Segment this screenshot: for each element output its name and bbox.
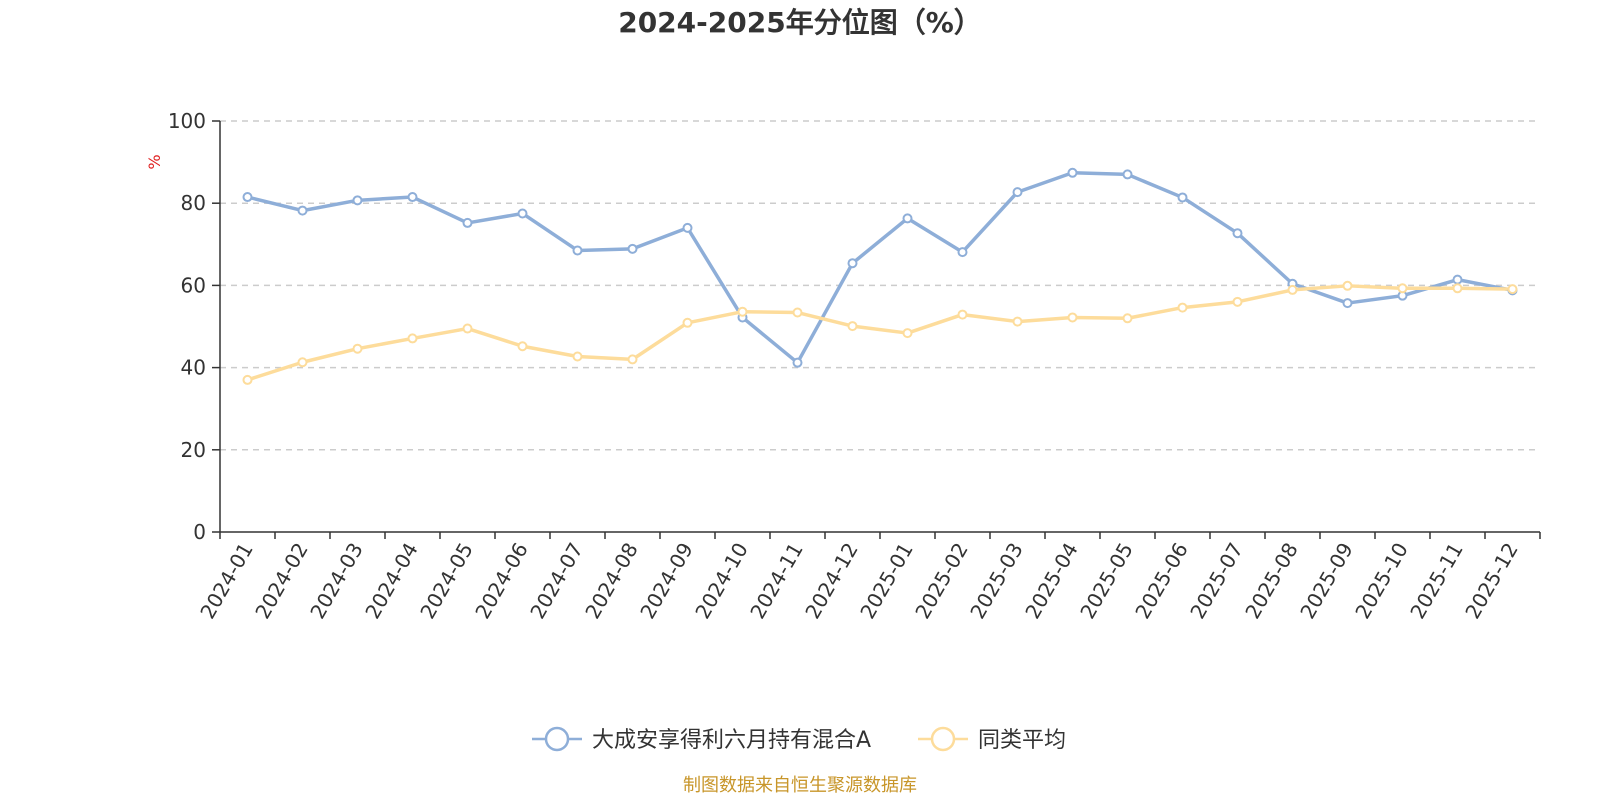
data-point-1 — [1342, 280, 1353, 291]
x-tick-label: 2024-02 — [250, 539, 313, 623]
axes — [219, 121, 1540, 533]
legend-marker-1 — [930, 726, 956, 752]
x-tick-label: 2024-04 — [360, 539, 423, 623]
x-axis-ticks: 2024-012024-022024-032024-042024-052024-… — [195, 532, 1541, 623]
x-tick-label: 2024-09 — [635, 539, 698, 623]
y-tick-label: 40 — [181, 356, 206, 380]
data-point-1 — [352, 343, 363, 354]
x-tick-label: 2024-06 — [470, 539, 533, 623]
data-point-1 — [462, 323, 473, 334]
x-tick-label: 2024-07 — [525, 539, 588, 623]
data-point-0 — [682, 222, 693, 233]
x-tick-label: 2024-08 — [580, 539, 643, 623]
x-tick-label: 2025-08 — [1240, 539, 1303, 623]
y-tick-label: 20 — [181, 438, 206, 462]
x-tick-label: 2025-11 — [1405, 539, 1468, 623]
data-point-1 — [1452, 283, 1463, 294]
data-point-1 — [627, 354, 638, 365]
y-axis-unit-label: % — [145, 154, 164, 169]
legend-marker-0 — [544, 726, 570, 752]
data-point-0 — [297, 205, 308, 216]
x-tick-label: 2024-12 — [800, 539, 863, 623]
data-point-1 — [792, 307, 803, 318]
data-point-0 — [627, 243, 638, 254]
data-point-1 — [737, 306, 748, 317]
data-point-0 — [462, 217, 473, 228]
y-tick-label: 0 — [193, 520, 206, 544]
data-point-0 — [352, 195, 363, 206]
x-tick-label: 2025-07 — [1185, 539, 1248, 623]
y-tick-label: 60 — [181, 273, 206, 297]
y-axis-ticks: 0 20 40 60 80 100 — [168, 109, 220, 544]
y-tick-label: 100 — [168, 109, 206, 133]
data-point-0 — [902, 213, 913, 224]
x-tick-label: 2024-10 — [690, 539, 753, 623]
y-tick-label: 80 — [181, 191, 206, 215]
x-tick-label: 2025-03 — [965, 539, 1028, 623]
data-point-1 — [682, 317, 693, 328]
data-point-1 — [1397, 283, 1408, 294]
x-tick-label: 2025-09 — [1295, 539, 1358, 623]
data-point-1 — [957, 309, 968, 320]
legend-label-1: 同类平均 — [978, 728, 1066, 753]
data-point-0 — [1342, 298, 1353, 309]
x-tick-label: 2025-12 — [1460, 539, 1523, 623]
data-point-1 — [1012, 316, 1023, 327]
data-point-1 — [1177, 302, 1188, 313]
data-point-0 — [1452, 274, 1463, 285]
data-point-1 — [1287, 284, 1298, 295]
series-line-1 — [246, 284, 1513, 382]
data-point-0 — [407, 192, 418, 203]
data-point-0 — [517, 208, 528, 219]
data-point-1 — [572, 351, 583, 362]
x-tick-label: 2024-11 — [745, 539, 808, 623]
data-point-0 — [1012, 187, 1023, 198]
chart-title: 2024-2025年分位图（%） — [618, 6, 982, 39]
x-tick-label: 2024-01 — [195, 539, 258, 623]
grid-lines — [220, 120, 1540, 451]
data-point-0 — [1232, 228, 1243, 239]
data-point-0 — [1122, 169, 1133, 180]
data-point-1 — [242, 374, 253, 385]
data-point-0 — [242, 192, 253, 203]
data-point-0 — [1177, 192, 1188, 203]
series-group — [242, 167, 1518, 385]
x-tick-label: 2025-01 — [855, 539, 918, 623]
x-tick-label: 2024-05 — [415, 539, 478, 623]
data-point-0 — [572, 245, 583, 256]
x-tick-label: 2025-06 — [1130, 539, 1193, 623]
data-point-1 — [902, 328, 913, 339]
legend-label-0: 大成安享得利六月持有混合A — [592, 728, 871, 753]
legend[interactable]: 大成安享得利六月持有混合A 同类平均 — [532, 726, 1066, 753]
data-point-1 — [407, 333, 418, 344]
x-tick-label: 2024-03 — [305, 539, 368, 623]
data-point-1 — [1067, 312, 1078, 323]
data-point-0 — [847, 258, 858, 269]
x-tick-label: 2025-05 — [1075, 539, 1138, 623]
data-point-0 — [792, 357, 803, 368]
data-point-0 — [1067, 167, 1078, 178]
data-point-1 — [847, 321, 858, 332]
data-point-0 — [957, 247, 968, 258]
data-point-1 — [1232, 296, 1243, 307]
data-point-1 — [1122, 313, 1133, 324]
x-tick-label: 2025-02 — [910, 539, 973, 623]
series-line-0 — [247, 171, 1513, 365]
data-point-1 — [297, 357, 308, 368]
data-source-note: 制图数据来自恒生聚源数据库 — [683, 775, 917, 796]
data-point-1 — [517, 341, 528, 352]
data-point-1 — [1507, 284, 1518, 295]
x-tick-label: 2025-04 — [1020, 539, 1083, 623]
x-tick-label: 2025-10 — [1350, 539, 1413, 623]
